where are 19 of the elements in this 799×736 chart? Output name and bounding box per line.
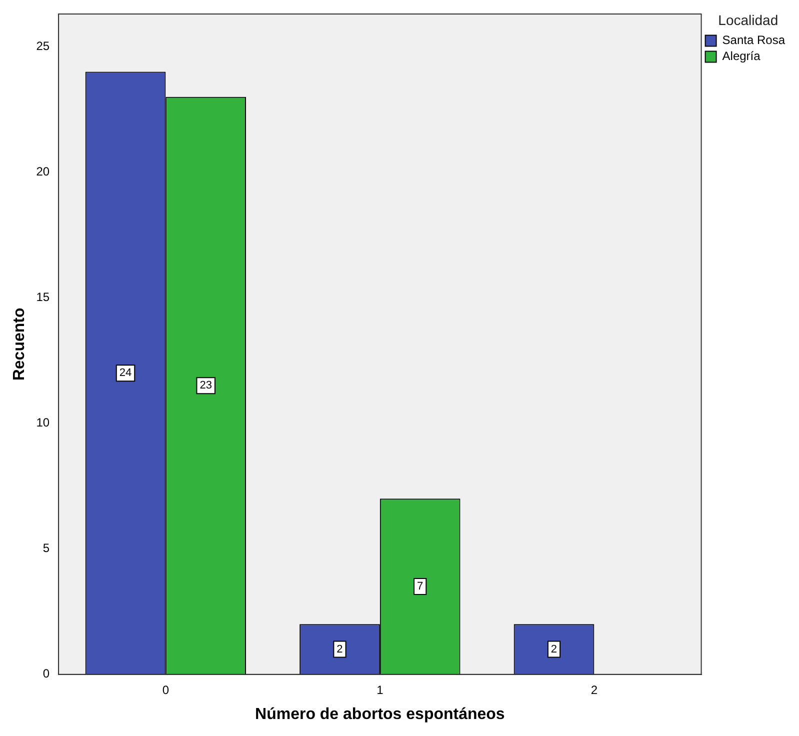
data-label: 7 [417, 580, 424, 593]
y-tick-label: 20 [36, 164, 50, 179]
x-tick-label: 1 [376, 682, 384, 697]
x-tick-label: 2 [590, 682, 598, 697]
legend-label: Alegría [722, 49, 761, 64]
y-tick-label: 0 [42, 666, 50, 681]
legend-title: Localidad [718, 12, 778, 28]
data-label: 24 [119, 367, 132, 380]
legend-label: Santa Rosa [722, 33, 786, 48]
x-axis-title: Número de abortos espontáneos [255, 706, 505, 723]
data-label: 23 [200, 380, 212, 392]
y-axis-title: Recuento [11, 308, 28, 381]
x-tick-label: 0 [162, 682, 170, 697]
y-tick-label: 25 [36, 38, 50, 53]
data-label: 2 [550, 643, 558, 656]
y-tick-label: 5 [42, 541, 50, 556]
data-label: 2 [336, 643, 343, 656]
y-tick-label: 10 [36, 416, 50, 430]
y-tick-label: 15 [36, 290, 50, 304]
